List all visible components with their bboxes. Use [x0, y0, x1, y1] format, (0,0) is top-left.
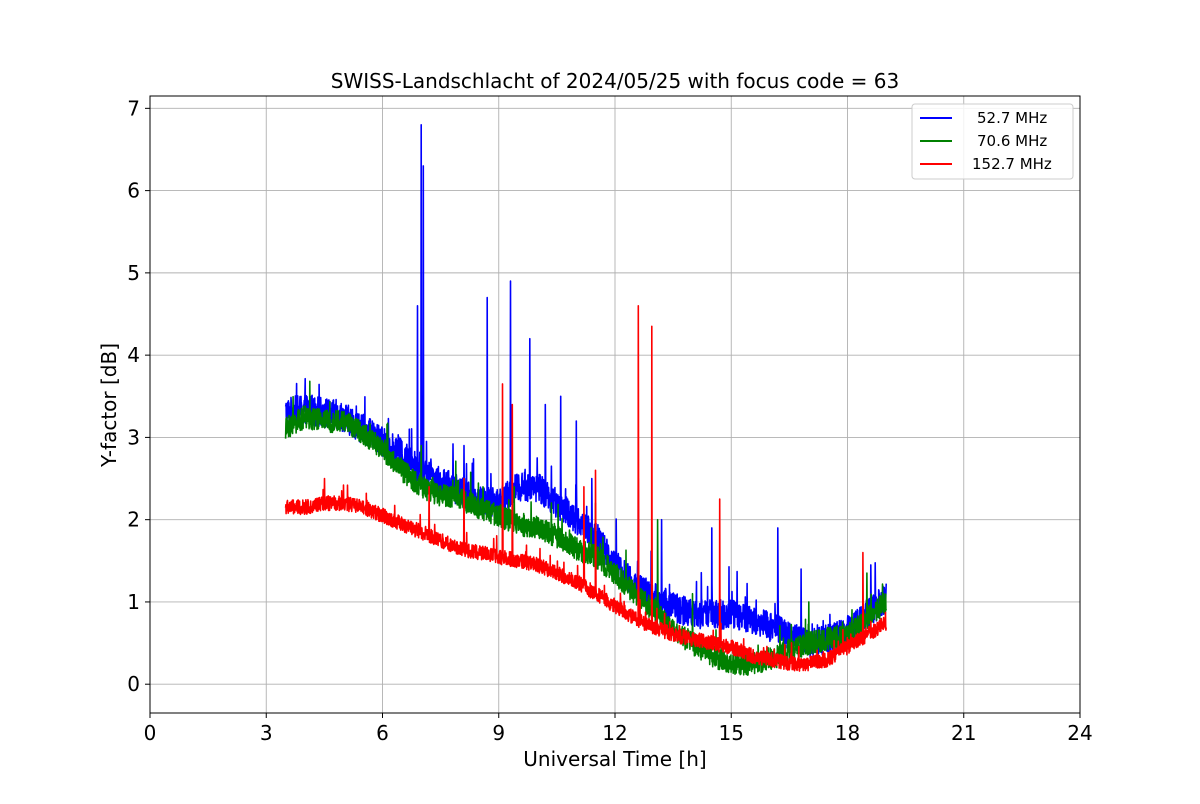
- x-tick-label: 21: [951, 721, 976, 745]
- x-tick-label: 24: [1067, 721, 1092, 745]
- x-tick-label: 15: [719, 721, 744, 745]
- x-tick-label: 0: [144, 721, 157, 745]
- y-tick-label: 5: [127, 261, 140, 285]
- legend: 52.7 MHz 70.6 MHz 152.7 MHz: [911, 103, 1074, 180]
- y-tick-label: 2: [127, 508, 140, 532]
- legend-label-70-6-mhz: 70.6 MHz: [977, 132, 1047, 150]
- x-axis-label: Universal Time [h]: [523, 747, 706, 771]
- legend-label-52-7-mhz: 52.7 MHz: [977, 109, 1047, 127]
- y-tick-label: 6: [127, 179, 140, 203]
- legend-box: [911, 103, 1074, 180]
- x-tick-label: 12: [602, 721, 627, 745]
- x-tick-label: 9: [492, 721, 505, 745]
- y-tick-label: 1: [127, 590, 140, 614]
- x-tick-label: 3: [260, 721, 273, 745]
- y-tick-label: 3: [127, 425, 140, 449]
- legend-label-152-7-mhz: 152.7 MHz: [972, 155, 1052, 173]
- y-tick-label: 4: [127, 343, 140, 367]
- x-tick-label: 18: [835, 721, 860, 745]
- y-tick-label: 7: [127, 96, 140, 120]
- series-line-152-7-mhz: [284, 305, 887, 672]
- x-tick-label: 6: [376, 721, 389, 745]
- series-lines: [284, 124, 887, 676]
- y-axis-label: Y-factor [dB]: [97, 343, 121, 468]
- y-tick-label: 0: [127, 672, 140, 696]
- chart-title: SWISS-Landschlacht of 2024/05/25 with fo…: [331, 69, 899, 93]
